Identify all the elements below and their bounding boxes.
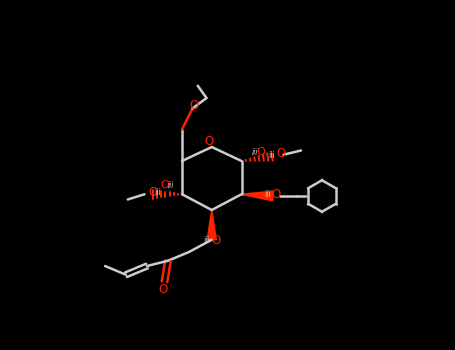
Text: O: O	[204, 135, 213, 148]
Text: iii: iii	[167, 181, 174, 190]
Text: O: O	[276, 147, 285, 161]
Text: O: O	[148, 186, 157, 199]
Polygon shape	[242, 191, 273, 201]
Text: O: O	[256, 147, 265, 157]
Text: O: O	[190, 99, 199, 112]
Text: O: O	[211, 234, 221, 247]
Text: O: O	[159, 283, 168, 296]
Text: O: O	[272, 188, 281, 201]
Text: iii: iii	[203, 236, 210, 245]
Text: iii: iii	[252, 148, 258, 157]
Text: iii: iii	[268, 150, 275, 160]
Text: iii: iii	[265, 190, 272, 199]
Polygon shape	[207, 210, 216, 240]
Text: O: O	[160, 181, 169, 190]
Text: iii: iii	[155, 188, 161, 197]
